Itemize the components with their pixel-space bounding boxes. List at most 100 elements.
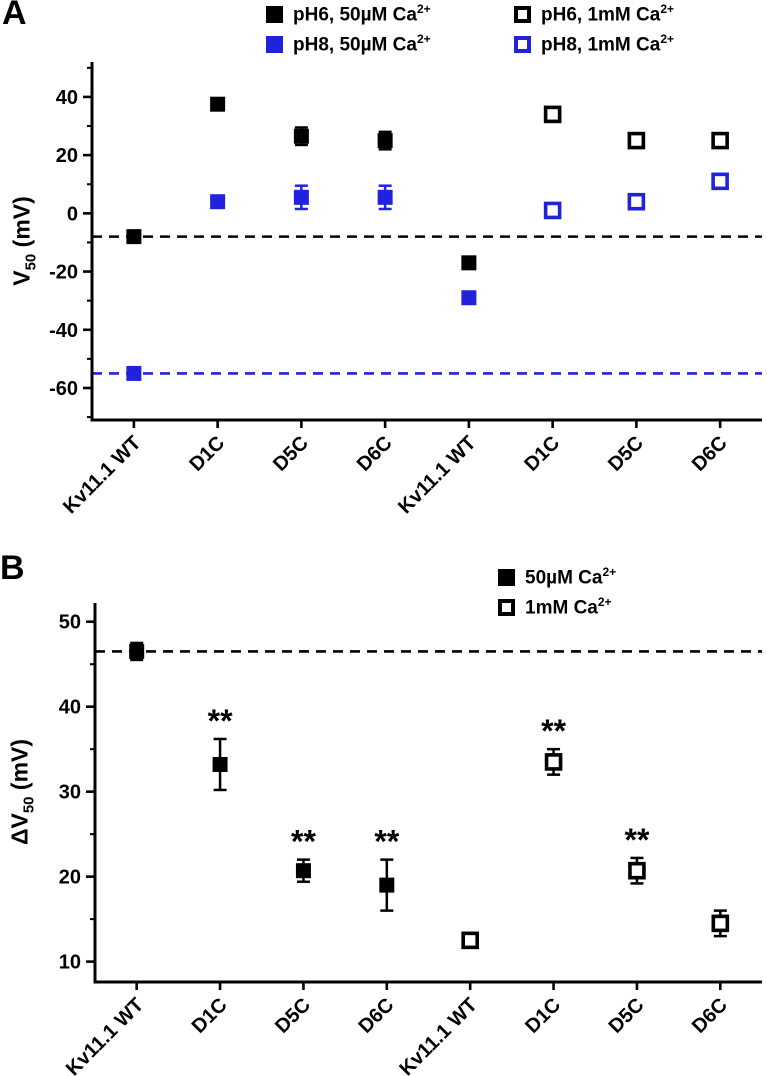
legend-label: 1mM Ca2+: [525, 595, 612, 619]
filled-square-marker-icon: [498, 568, 515, 586]
open-square-data-point: [543, 201, 562, 220]
legend-label: pH6, 50µM Ca2+: [293, 2, 431, 26]
open-square-marker-icon: [514, 5, 531, 23]
data-point-group: [711, 172, 729, 191]
data-point-group: [210, 194, 226, 210]
data-point-group: [210, 96, 226, 112]
legend-item: pH8, 1mM Ca2+: [514, 32, 674, 56]
data-point-group: [543, 201, 562, 220]
data-point-group: [126, 229, 142, 245]
significance-stars: **: [291, 824, 316, 860]
panel-a-ylabel-post: (mV): [8, 196, 35, 254]
x-tick-label: Kv11.1 WT: [395, 994, 481, 1076]
open-square-marker-icon: [514, 35, 531, 53]
open-square-data-point: [711, 131, 729, 150]
legend-item: 50µM Ca2+: [498, 565, 616, 589]
data-point-group: [377, 184, 393, 211]
data-point-group: [461, 931, 479, 950]
x-tick-label: D5C: [269, 432, 313, 476]
panel-b-y-axis-title: ΔV50 (mV): [7, 739, 38, 845]
panel-b: 50 40 30 20 10 Kv11.1 WT D1C D5C D6C Kv11.1 WT D1C…: [0, 545, 767, 1076]
open-square-data-point: [627, 192, 646, 211]
x-tick-label: D5C: [605, 994, 649, 1038]
y-tick-label: -60: [49, 378, 78, 400]
filled-square-data-point: [293, 189, 309, 205]
filled-square-data-point: [126, 229, 142, 245]
y-tick-label: 50: [59, 612, 81, 634]
filled-square-data-point: [293, 128, 309, 144]
filled-square-marker-icon: [266, 35, 283, 53]
data-point-group: [627, 192, 646, 211]
data-point-group: **: [541, 713, 567, 776]
significance-stars: **: [624, 822, 649, 858]
legend-label: pH6, 1mM Ca2+: [541, 2, 674, 26]
filled-square-data-point: [377, 189, 393, 205]
legend-item: pH8, 50µM Ca2+: [266, 32, 431, 56]
data-point-group: [461, 290, 477, 306]
data-point-group: [711, 131, 729, 150]
panel-a-letter: A: [2, 0, 27, 32]
data-point-group: **: [208, 703, 233, 792]
x-tick-label: D1C: [185, 432, 229, 476]
open-square-data-point: [627, 131, 646, 150]
legend-label: 50µM Ca2+: [525, 565, 617, 589]
panel-a-y-axis-title: V50 (mV): [9, 196, 40, 286]
filled-square-data-point: [461, 290, 477, 306]
significance-stars: **: [541, 713, 566, 749]
legend-label: pH8, 1mM Ca2+: [541, 32, 674, 56]
filled-square-data-point: [379, 877, 395, 893]
x-tick-label: Kv11.1 WT: [62, 994, 148, 1076]
legend-label: pH8, 50µM Ca2+: [293, 32, 431, 56]
y-tick-label: 20: [59, 867, 81, 889]
data-point-group: [711, 909, 730, 938]
x-tick-label: D5C: [604, 432, 648, 476]
filled-square-data-point: [377, 133, 393, 149]
filled-square-data-point: [210, 96, 226, 112]
panel-a-ylabel-pre: V: [8, 270, 35, 286]
x-tick-label: D6C: [688, 994, 732, 1038]
significance-stars: **: [208, 703, 233, 739]
x-tick-label: D1C: [520, 432, 564, 476]
y-tick-label: 40: [56, 87, 78, 109]
open-square-data-point: [711, 172, 729, 191]
y-tick-label: 20: [56, 145, 78, 167]
data-point-group: [461, 255, 477, 271]
x-tick-label: Kv11.1 WT: [394, 432, 480, 518]
filled-square-data-point: [210, 194, 226, 210]
data-point-group: [293, 126, 309, 147]
data-point-group: [126, 365, 142, 381]
x-tick-label: Kv11.1 WT: [59, 432, 145, 518]
legend-item: pH6, 50µM Ca2+: [266, 2, 431, 26]
data-point-group: [293, 184, 309, 211]
x-tick-label: D6C: [353, 432, 397, 476]
data-point-group: [377, 130, 393, 151]
open-square-data-point: [711, 914, 730, 933]
data-point-group: [627, 131, 646, 150]
y-tick-label: 40: [59, 697, 81, 719]
x-tick-label: D5C: [271, 994, 315, 1038]
open-square-data-point: [544, 753, 563, 771]
panel-b-ylabel-sub: 50: [20, 796, 38, 814]
open-square-data-point: [461, 931, 479, 950]
panel-a-ylabel-sub: 50: [22, 253, 40, 271]
x-tick-label: D1C: [521, 994, 565, 1038]
legend-item: 1mM Ca2+: [498, 595, 612, 619]
open-square-marker-icon: [498, 598, 515, 616]
panel-a: 40 20 0 -20 -40 -60 Kv11.1 WT D1C D5C D6C Kv11.1 W…: [2, 0, 762, 518]
data-point-group: [129, 641, 145, 662]
filled-square-data-point: [129, 643, 145, 659]
y-tick-label: -40: [49, 320, 78, 342]
filled-square-data-point: [212, 756, 228, 772]
filled-square-data-point: [295, 863, 311, 879]
filled-square-data-point: [461, 255, 477, 271]
data-point-group: **: [374, 824, 400, 912]
y-tick-label: 10: [59, 952, 81, 974]
x-tick-label: D1C: [188, 994, 232, 1038]
panel-b-letter: B: [0, 549, 25, 587]
panel-b-ylabel-pre: ΔV: [6, 813, 33, 846]
x-tick-label: D6C: [354, 994, 398, 1038]
y-tick-label: 30: [59, 782, 81, 804]
